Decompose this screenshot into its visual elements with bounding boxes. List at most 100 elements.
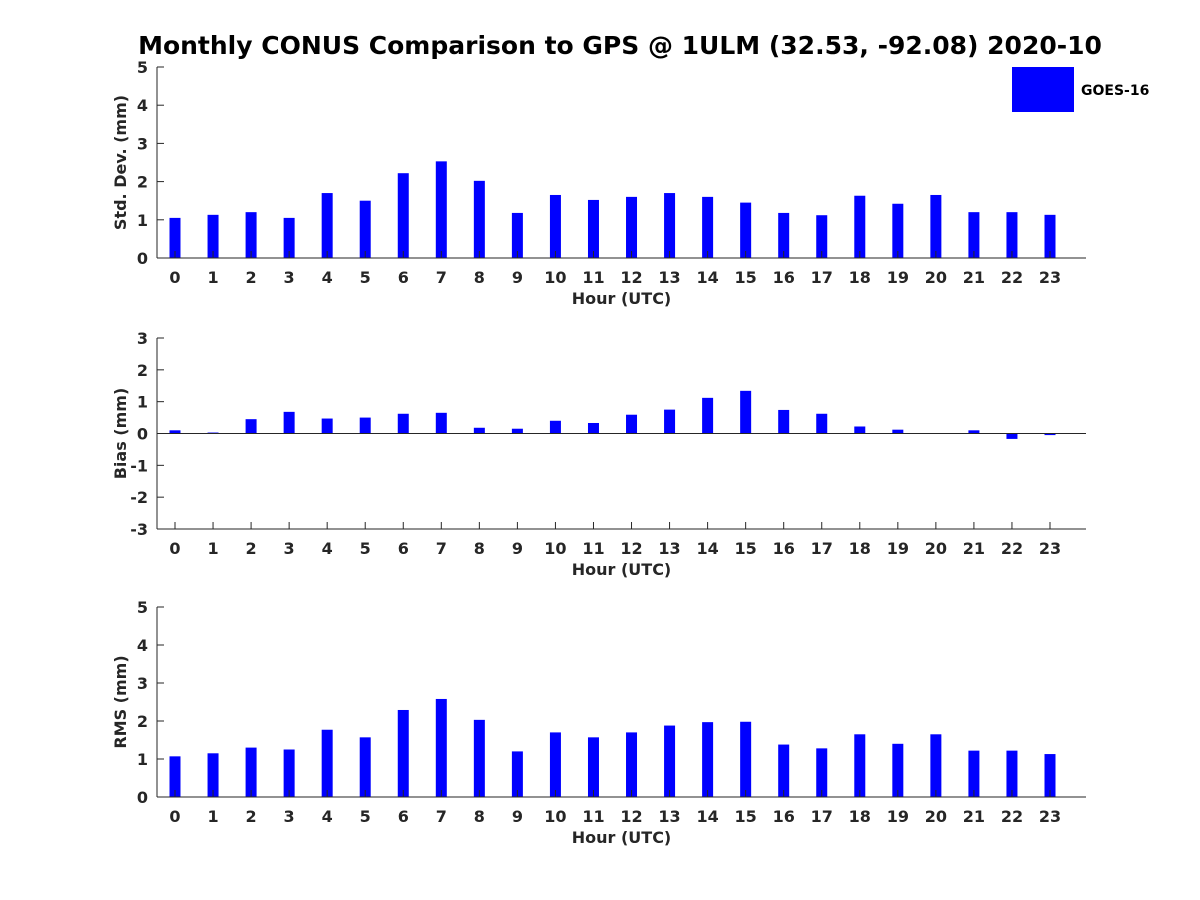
bar-std-dev-8 xyxy=(473,180,485,258)
bar-std-dev-3 xyxy=(283,217,295,258)
bar-std-dev-20 xyxy=(930,194,942,258)
bar-std-dev-17 xyxy=(816,215,828,258)
bar-rms-16 xyxy=(778,744,790,797)
bar-bias-22 xyxy=(1006,433,1018,439)
bar-bias-21 xyxy=(968,430,980,434)
bar-std-dev-13 xyxy=(664,193,676,258)
y-tick-label: 1 xyxy=(137,750,148,769)
x-tick-label: 7 xyxy=(436,807,447,826)
chart-title: Monthly CONUS Comparison to GPS @ 1ULM (… xyxy=(138,31,1102,60)
x-tick-label: 0 xyxy=(169,268,180,287)
x-tick-label: 19 xyxy=(887,268,909,287)
x-tick-label: 11 xyxy=(582,268,604,287)
bar-std-dev-6 xyxy=(397,173,409,258)
x-tick-label: 12 xyxy=(620,268,642,287)
x-tick-label: 12 xyxy=(620,539,642,558)
bar-rms-5 xyxy=(359,737,371,797)
x-tick-label: 18 xyxy=(849,539,871,558)
bar-rms-15 xyxy=(740,721,752,797)
bar-rms-13 xyxy=(664,725,676,797)
x-tick-label: 10 xyxy=(544,807,566,826)
y-tick-label: 4 xyxy=(137,96,148,115)
x-tick-label: 16 xyxy=(773,268,795,287)
x-tick-label: 1 xyxy=(207,807,218,826)
x-tick-label: 17 xyxy=(811,268,833,287)
x-tick-label: 21 xyxy=(963,807,985,826)
bar-rms-14 xyxy=(702,722,714,797)
y-tick-label: 0 xyxy=(137,249,148,268)
x-tick-label: 13 xyxy=(658,539,680,558)
x-tick-label: 22 xyxy=(1001,268,1023,287)
x-tick-label: 11 xyxy=(582,539,604,558)
x-tick-label: 17 xyxy=(811,807,833,826)
x-tick-label: 17 xyxy=(811,539,833,558)
bar-rms-2 xyxy=(245,747,257,797)
x-tick-label: 5 xyxy=(360,807,371,826)
bar-bias-14 xyxy=(702,397,714,434)
x-tick-label: 2 xyxy=(246,807,257,826)
x-tick-label: 18 xyxy=(849,807,871,826)
bar-bias-13 xyxy=(664,409,676,434)
x-tick-label: 14 xyxy=(696,268,718,287)
bar-std-dev-2 xyxy=(245,212,257,258)
x-tick-label: 14 xyxy=(696,539,718,558)
x-tick-label: 4 xyxy=(322,268,333,287)
x-tick-label: 19 xyxy=(887,807,909,826)
x-tick-label: 12 xyxy=(620,807,642,826)
x-tick-label: 5 xyxy=(360,268,371,287)
x-tick-label: 8 xyxy=(474,539,485,558)
bar-bias-8 xyxy=(473,427,485,434)
bar-bias-6 xyxy=(397,413,409,434)
x-tick-label: 7 xyxy=(436,539,447,558)
bar-std-dev-18 xyxy=(854,195,866,258)
x-tick-label: 1 xyxy=(207,268,218,287)
bar-std-dev-14 xyxy=(702,196,714,258)
bar-rms-1 xyxy=(207,753,219,797)
bar-rms-6 xyxy=(397,709,409,797)
x-tick-label: 20 xyxy=(925,539,947,558)
x-tick-label: 13 xyxy=(658,807,680,826)
x-tick-label: 2 xyxy=(246,539,257,558)
x-tick-label: 3 xyxy=(284,539,295,558)
bar-rms-19 xyxy=(892,743,904,797)
x-tick-label: 13 xyxy=(658,268,680,287)
bar-rms-20 xyxy=(930,734,942,797)
bar-rms-7 xyxy=(435,698,447,797)
x-tick-label: 22 xyxy=(1001,539,1023,558)
y-axis-label: Std. Dev. (mm) xyxy=(111,95,130,230)
bar-std-dev-7 xyxy=(435,161,447,258)
bar-rms-12 xyxy=(626,732,638,797)
bar-std-dev-1 xyxy=(207,214,219,258)
x-tick-label: 11 xyxy=(582,807,604,826)
y-tick-label: -2 xyxy=(130,488,148,507)
y-tick-label: 2 xyxy=(137,712,148,731)
bar-bias-2 xyxy=(245,419,257,434)
x-tick-label: 15 xyxy=(735,807,757,826)
x-tick-label: 9 xyxy=(512,807,523,826)
bar-rms-23 xyxy=(1044,754,1056,797)
y-axis-label: RMS (mm) xyxy=(111,655,130,748)
x-axis-label: Hour (UTC) xyxy=(572,828,672,847)
y-tick-label: 0 xyxy=(137,788,148,807)
x-tick-label: 6 xyxy=(398,539,409,558)
y-tick-label: 3 xyxy=(137,134,148,153)
bar-std-dev-23 xyxy=(1044,214,1056,258)
x-tick-label: 21 xyxy=(963,539,985,558)
x-tick-label: 9 xyxy=(512,539,523,558)
x-tick-label: 8 xyxy=(474,807,485,826)
x-tick-label: 15 xyxy=(735,539,757,558)
x-tick-label: 6 xyxy=(398,807,409,826)
x-tick-label: 21 xyxy=(963,268,985,287)
y-tick-label: 1 xyxy=(137,393,148,412)
y-tick-label: 3 xyxy=(137,329,148,348)
x-tick-label: 3 xyxy=(284,268,295,287)
x-tick-label: 10 xyxy=(544,539,566,558)
x-tick-label: 16 xyxy=(773,539,795,558)
x-tick-label: 16 xyxy=(773,807,795,826)
bar-std-dev-16 xyxy=(778,212,790,258)
y-tick-label: 0 xyxy=(137,425,148,444)
legend: GOES-16 xyxy=(1012,67,1149,112)
